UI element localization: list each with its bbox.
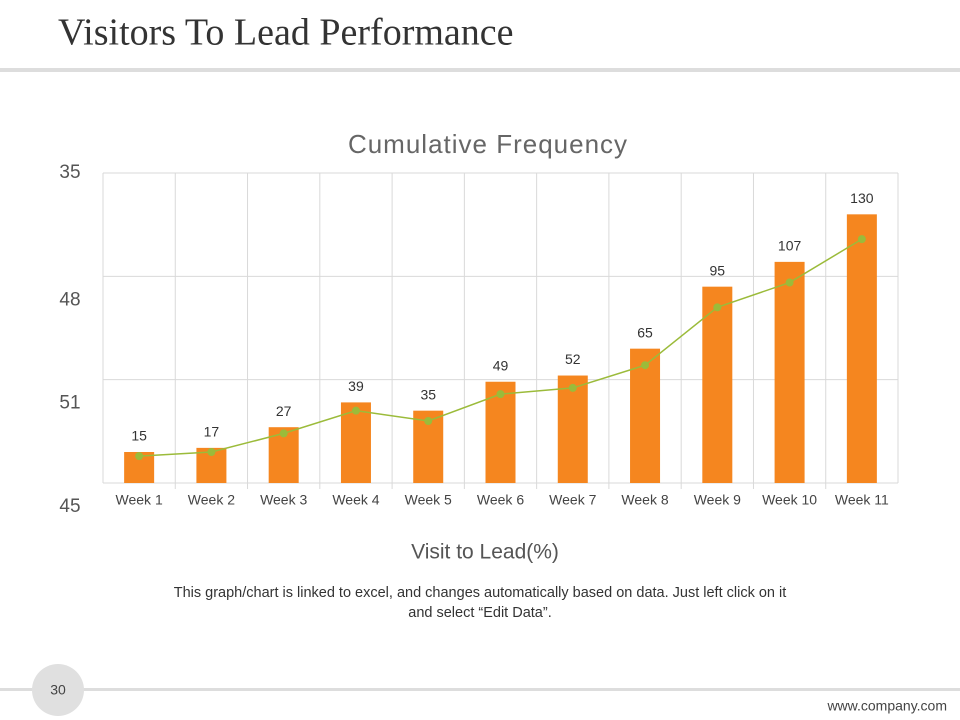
x-tick-label: Week 8: [621, 492, 668, 508]
line-point: [207, 448, 216, 456]
line-point: [785, 278, 794, 287]
data-label: 39: [348, 378, 364, 394]
x-tick-label: Week 11: [835, 492, 889, 508]
x-tick-label: Week 3: [260, 492, 307, 508]
y-tick-label: 45: [59, 496, 80, 517]
line-point: [279, 429, 288, 438]
line-point: [135, 452, 144, 461]
data-label: 95: [710, 262, 726, 278]
line-point: [351, 406, 360, 415]
data-label: 35: [420, 386, 436, 402]
y-tick-label: 48: [59, 289, 80, 310]
line-point: [496, 390, 505, 399]
y-tick-label: 35: [59, 162, 80, 183]
footer-rule: [0, 688, 960, 691]
page-number: 30: [50, 682, 66, 698]
bar: [630, 348, 661, 483]
x-tick-label: Week 4: [332, 492, 379, 508]
line-point: [568, 383, 577, 392]
bar: [846, 214, 877, 484]
bar: [702, 286, 733, 483]
line-point: [424, 417, 433, 425]
data-label: 107: [778, 238, 802, 254]
x-tick-label: Week 10: [762, 492, 817, 508]
line-point: [713, 303, 722, 312]
bar: [340, 402, 371, 483]
chart-title: Cumulative Frequency: [348, 129, 628, 159]
x-tick-label: Week 5: [405, 492, 452, 508]
note: This graph/chart is linked to excel, and…: [173, 585, 787, 621]
data-label: 17: [204, 424, 220, 440]
line-point: [857, 235, 866, 244]
data-label: 65: [637, 324, 653, 340]
x-tick-label: Week 9: [694, 492, 741, 508]
footer-url: www.company.com: [826, 698, 947, 714]
data-label: 130: [850, 190, 874, 206]
bar: [774, 261, 805, 483]
data-label: 15: [131, 428, 147, 444]
data-label: 27: [276, 403, 292, 419]
x-axis-label: Visit to Lead(%): [411, 541, 559, 564]
data-label: 49: [493, 357, 509, 373]
page-badge: [32, 664, 84, 716]
x-tick-label: Week 6: [477, 492, 524, 508]
slide-title: Visitors To Lead Performance: [58, 12, 514, 54]
y-tick-label: 51: [59, 393, 80, 414]
x-tick-label: Week 1: [116, 492, 163, 508]
x-tick-label: Week 2: [188, 492, 235, 508]
line-point: [641, 361, 650, 370]
title-rule: [0, 68, 960, 72]
bar: [557, 375, 588, 483]
data-label: 52: [565, 351, 581, 367]
x-tick-label: Week 7: [549, 492, 596, 508]
